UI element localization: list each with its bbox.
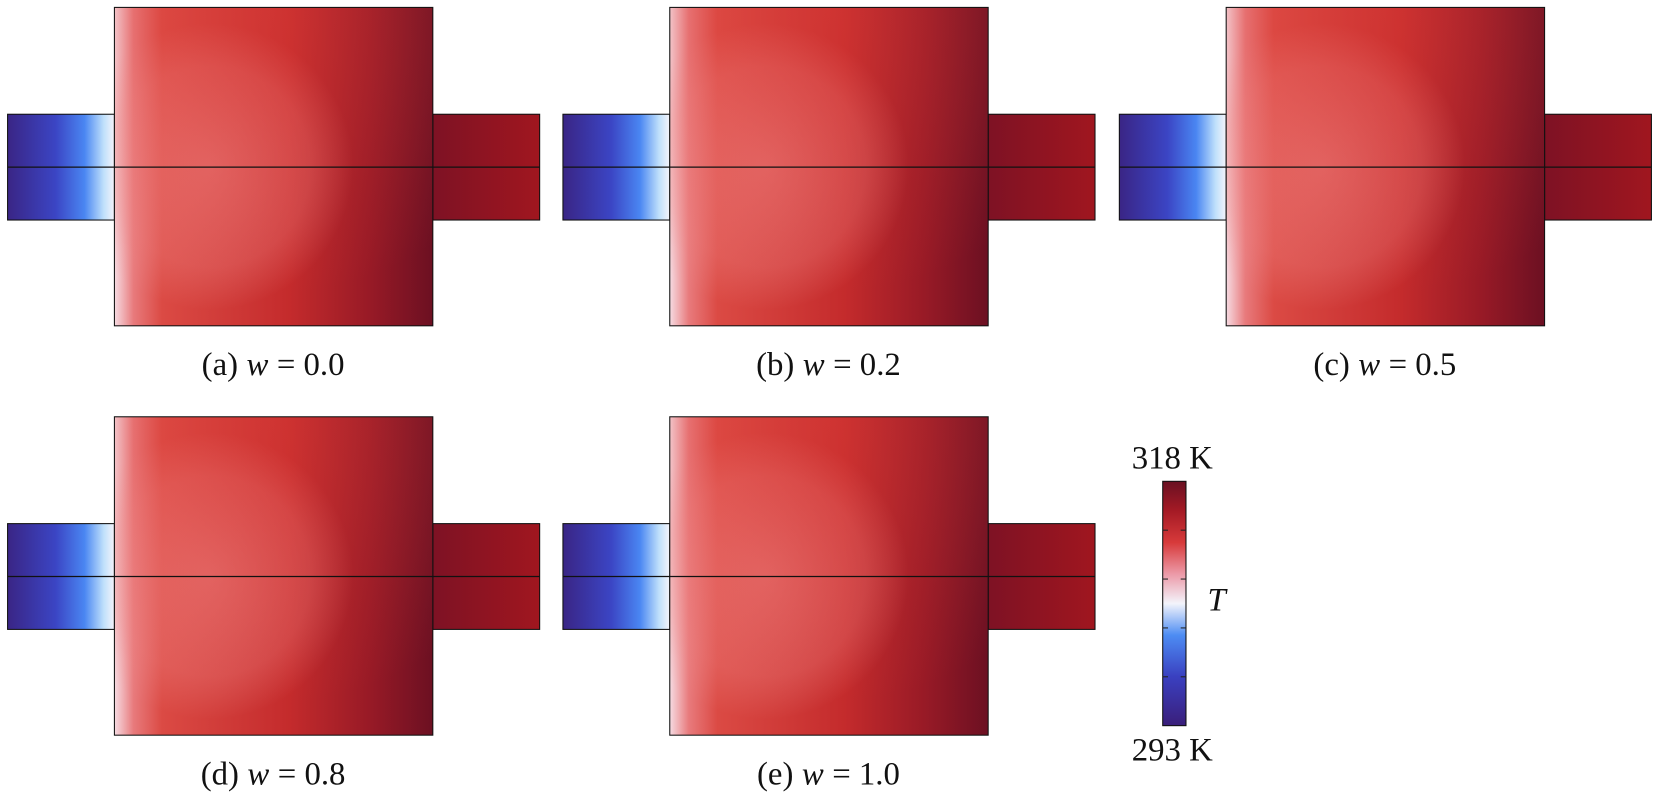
caption-value: = 0.8 (278, 756, 346, 792)
caption-variable: w (1358, 347, 1380, 383)
panel-caption: (d) w = 0.8 (201, 756, 346, 792)
caption-label: (e) (757, 756, 793, 792)
colorbar-ramp (1162, 480, 1187, 727)
caption-variable: w (803, 347, 825, 383)
colorbar-max: 318 K (1132, 441, 1213, 477)
panels: (a) w = 0.0 (b) w = 0.2 (c) w = 0.5(d) w = 0.8 (e) w… (7, 6, 1652, 792)
caption-label: (d) (201, 756, 239, 792)
panel-caption: (c) w = 0.5 (1313, 347, 1456, 383)
panel-caption: (b) w = 0.2 (756, 347, 901, 383)
panel-caption: (a) w = 0.0 (202, 347, 345, 383)
caption-variable: w (247, 756, 269, 792)
colorbar: 318 K 293 K T (1132, 441, 1229, 769)
colorbar-ticks (1162, 529, 1186, 678)
caption-value: = 0.2 (833, 347, 901, 383)
caption-label: (b) (756, 347, 794, 383)
panel: (c) w = 0.5 (1118, 6, 1652, 383)
caption-value: = 0.5 (1389, 347, 1457, 383)
colorbar-variable: T (1208, 582, 1229, 618)
panel: (e) w = 1.0 (562, 416, 1096, 792)
caption-variable: w (247, 347, 269, 383)
caption-label: (c) (1313, 347, 1349, 383)
panel-caption: (e) w = 1.0 (757, 756, 900, 792)
caption-value: = 1.0 (832, 756, 900, 792)
colorbar-min: 293 K (1132, 733, 1213, 769)
caption-label: (a) (202, 347, 238, 383)
caption-variable: w (802, 756, 824, 792)
panel: (d) w = 0.8 (7, 416, 541, 792)
panel: (b) w = 0.2 (562, 6, 1096, 383)
panel: (a) w = 0.0 (7, 6, 541, 383)
caption-value: = 0.0 (277, 347, 345, 383)
